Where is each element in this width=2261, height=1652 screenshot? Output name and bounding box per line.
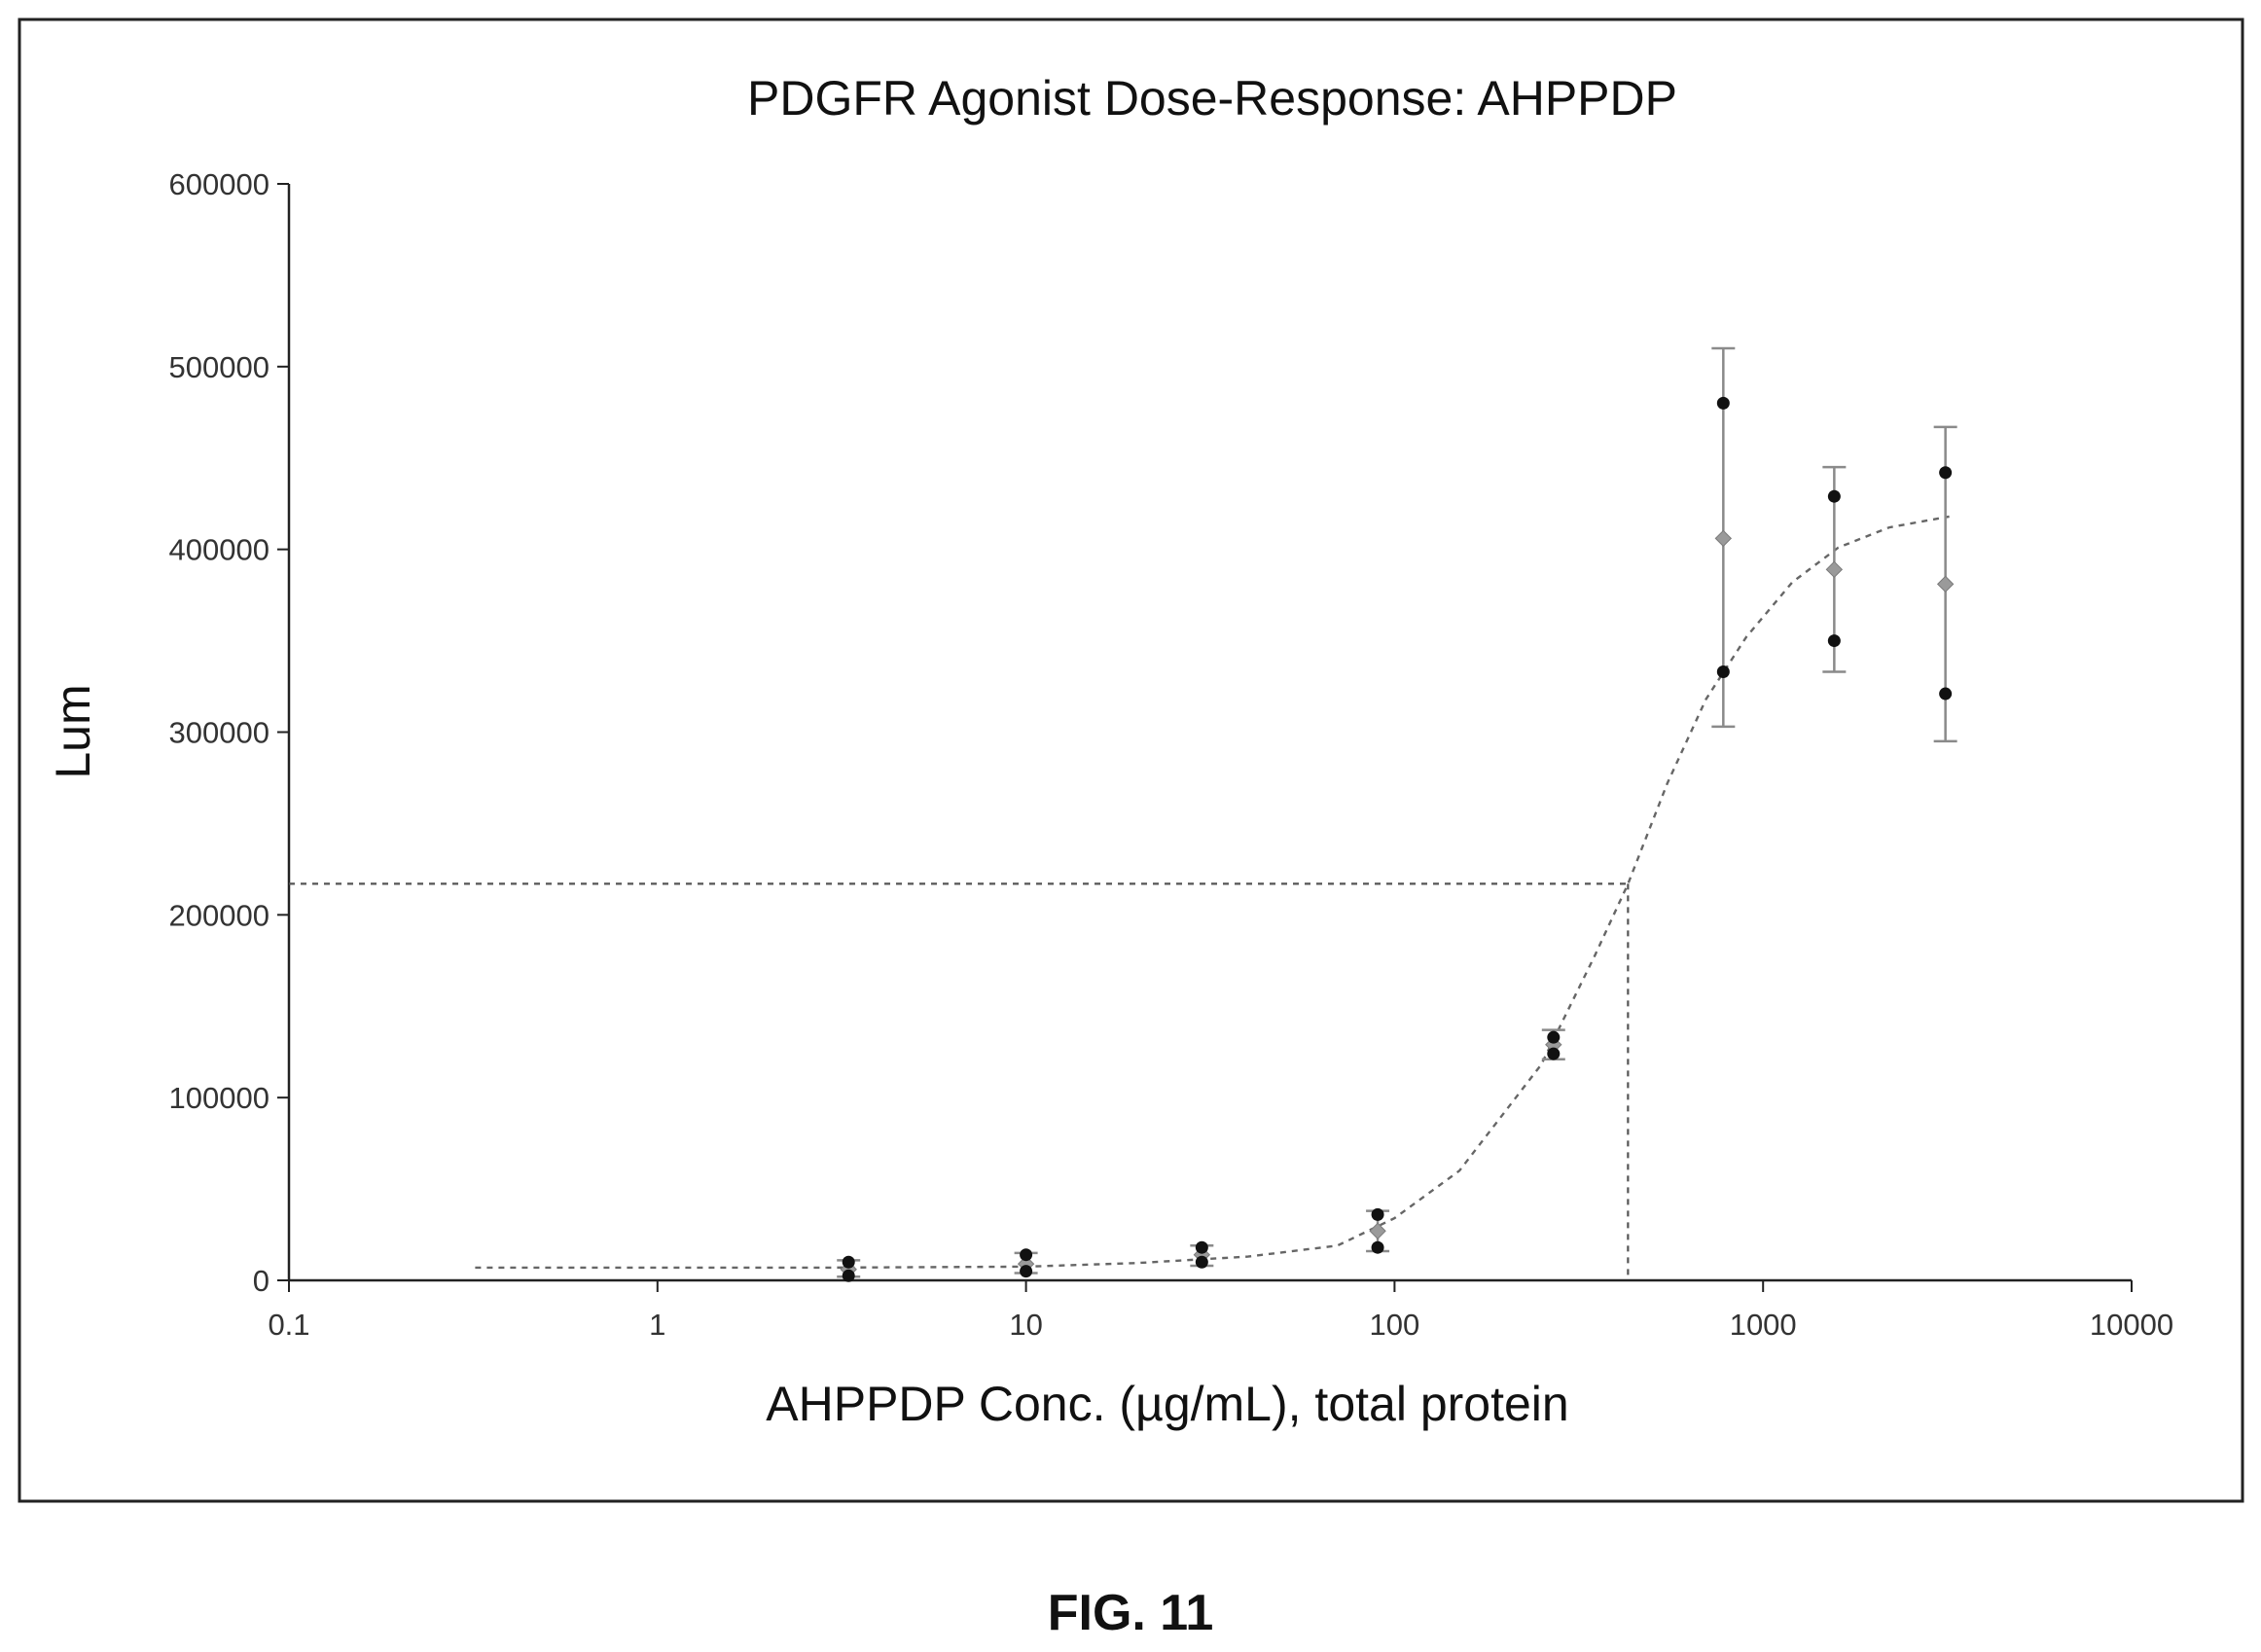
figure-caption: FIG. 11 [1047, 1585, 1214, 1641]
replicate-point [1547, 1030, 1561, 1044]
y-tick-label: 500000 [169, 350, 269, 384]
y-tick-label: 400000 [169, 533, 269, 567]
replicate-point [1195, 1255, 1208, 1269]
axes: 0 100000 200000 300000 400000 500000 600000 0.1… [169, 167, 2174, 1342]
mean-point [1825, 560, 1844, 579]
y-tick-label: 200000 [169, 898, 269, 932]
replicate-point [1939, 466, 1953, 480]
replicate-point [1195, 1240, 1208, 1254]
y-tick-label: 0 [253, 1264, 269, 1298]
replicate-point [1547, 1047, 1561, 1060]
y-tick-label: 300000 [169, 716, 269, 750]
x-tick-label: 10000 [2090, 1308, 2173, 1342]
replicate-point [842, 1269, 855, 1282]
replicate-point [1371, 1207, 1384, 1221]
fit-curve-group [475, 515, 1950, 1270]
x-tick-label: 0.1 [268, 1308, 309, 1342]
replicate-point [842, 1255, 855, 1269]
replicate-point [1827, 634, 1841, 648]
x-tick-label: 100 [1370, 1308, 1420, 1342]
x-tick-label: 1 [649, 1308, 665, 1342]
replicate-point [1371, 1240, 1384, 1254]
replicate-point [1020, 1265, 1033, 1278]
mean-point [1369, 1222, 1386, 1239]
chart-title: PDGFR Agonist Dose-Response: AHPPDP [747, 71, 1677, 126]
fit-curve [475, 515, 1950, 1270]
replicate-point [1716, 665, 1730, 679]
x-axis-title: AHPPDP Conc. (µg/mL), total protein [766, 1377, 1568, 1431]
error-bars [837, 346, 1957, 1278]
x-tick-label: 10 [1009, 1308, 1042, 1342]
y-tick-label: 600000 [169, 167, 269, 201]
replicate-point [1716, 396, 1730, 410]
mean-point [1714, 529, 1733, 548]
y-tick-label: 100000 [169, 1081, 269, 1115]
ec50-guide-lines [289, 882, 1630, 1280]
x-tick-label: 1000 [1730, 1308, 1797, 1342]
data-points [840, 396, 1955, 1282]
replicate-point [1020, 1248, 1033, 1262]
mean-point [1936, 575, 1955, 593]
replicate-point [1939, 687, 1953, 700]
y-axis-title: Lum [46, 684, 100, 778]
replicate-point [1827, 489, 1841, 503]
chart-frame [18, 18, 2244, 1503]
